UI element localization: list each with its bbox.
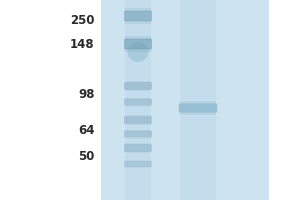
Bar: [125, 151, 151, 153]
FancyBboxPatch shape: [124, 11, 152, 21]
Bar: [125, 115, 151, 117]
FancyBboxPatch shape: [124, 39, 152, 49]
FancyBboxPatch shape: [124, 116, 152, 124]
Bar: [125, 143, 151, 145]
Text: 148: 148: [70, 38, 94, 50]
Text: 98: 98: [78, 88, 94, 100]
Bar: [125, 81, 151, 83]
Bar: [125, 130, 151, 132]
Bar: [180, 0, 216, 200]
Text: 64: 64: [78, 123, 94, 136]
FancyBboxPatch shape: [124, 131, 152, 137]
Text: 250: 250: [70, 14, 94, 26]
Bar: [125, 160, 151, 162]
Bar: [180, 112, 216, 115]
Bar: [125, 98, 151, 100]
Bar: [125, 21, 151, 24]
Bar: [125, 0, 151, 200]
Bar: [125, 123, 151, 125]
Bar: [125, 89, 151, 91]
Ellipse shape: [128, 42, 148, 62]
Bar: [125, 104, 151, 106]
FancyBboxPatch shape: [124, 161, 152, 167]
Bar: [125, 48, 151, 52]
FancyBboxPatch shape: [179, 103, 217, 113]
Bar: [100, 0, 268, 200]
FancyBboxPatch shape: [124, 82, 152, 90]
Text: 50: 50: [78, 150, 94, 162]
Bar: [125, 137, 151, 139]
Bar: [125, 8, 151, 11]
Bar: [125, 166, 151, 168]
Bar: [180, 101, 216, 104]
FancyBboxPatch shape: [124, 99, 152, 105]
Bar: [125, 36, 151, 40]
FancyBboxPatch shape: [124, 144, 152, 152]
